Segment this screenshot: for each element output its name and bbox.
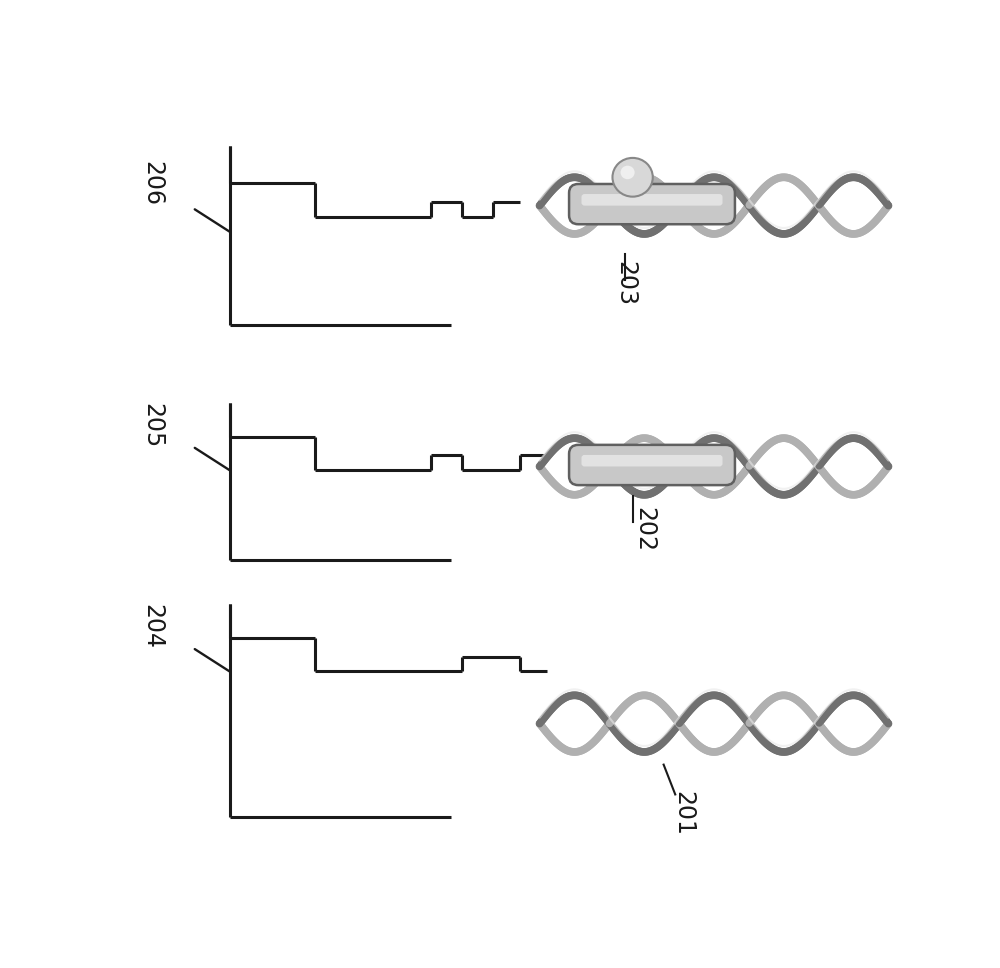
Text: 202: 202: [632, 507, 656, 553]
Text: 204: 204: [140, 604, 164, 650]
FancyBboxPatch shape: [581, 194, 723, 205]
Text: 201: 201: [671, 791, 695, 835]
Text: 203: 203: [613, 261, 637, 306]
FancyBboxPatch shape: [569, 445, 735, 485]
Text: 205: 205: [140, 403, 164, 448]
FancyBboxPatch shape: [569, 184, 735, 225]
Circle shape: [621, 166, 635, 179]
Circle shape: [612, 158, 653, 197]
Text: 206: 206: [140, 161, 164, 206]
FancyBboxPatch shape: [581, 455, 723, 467]
